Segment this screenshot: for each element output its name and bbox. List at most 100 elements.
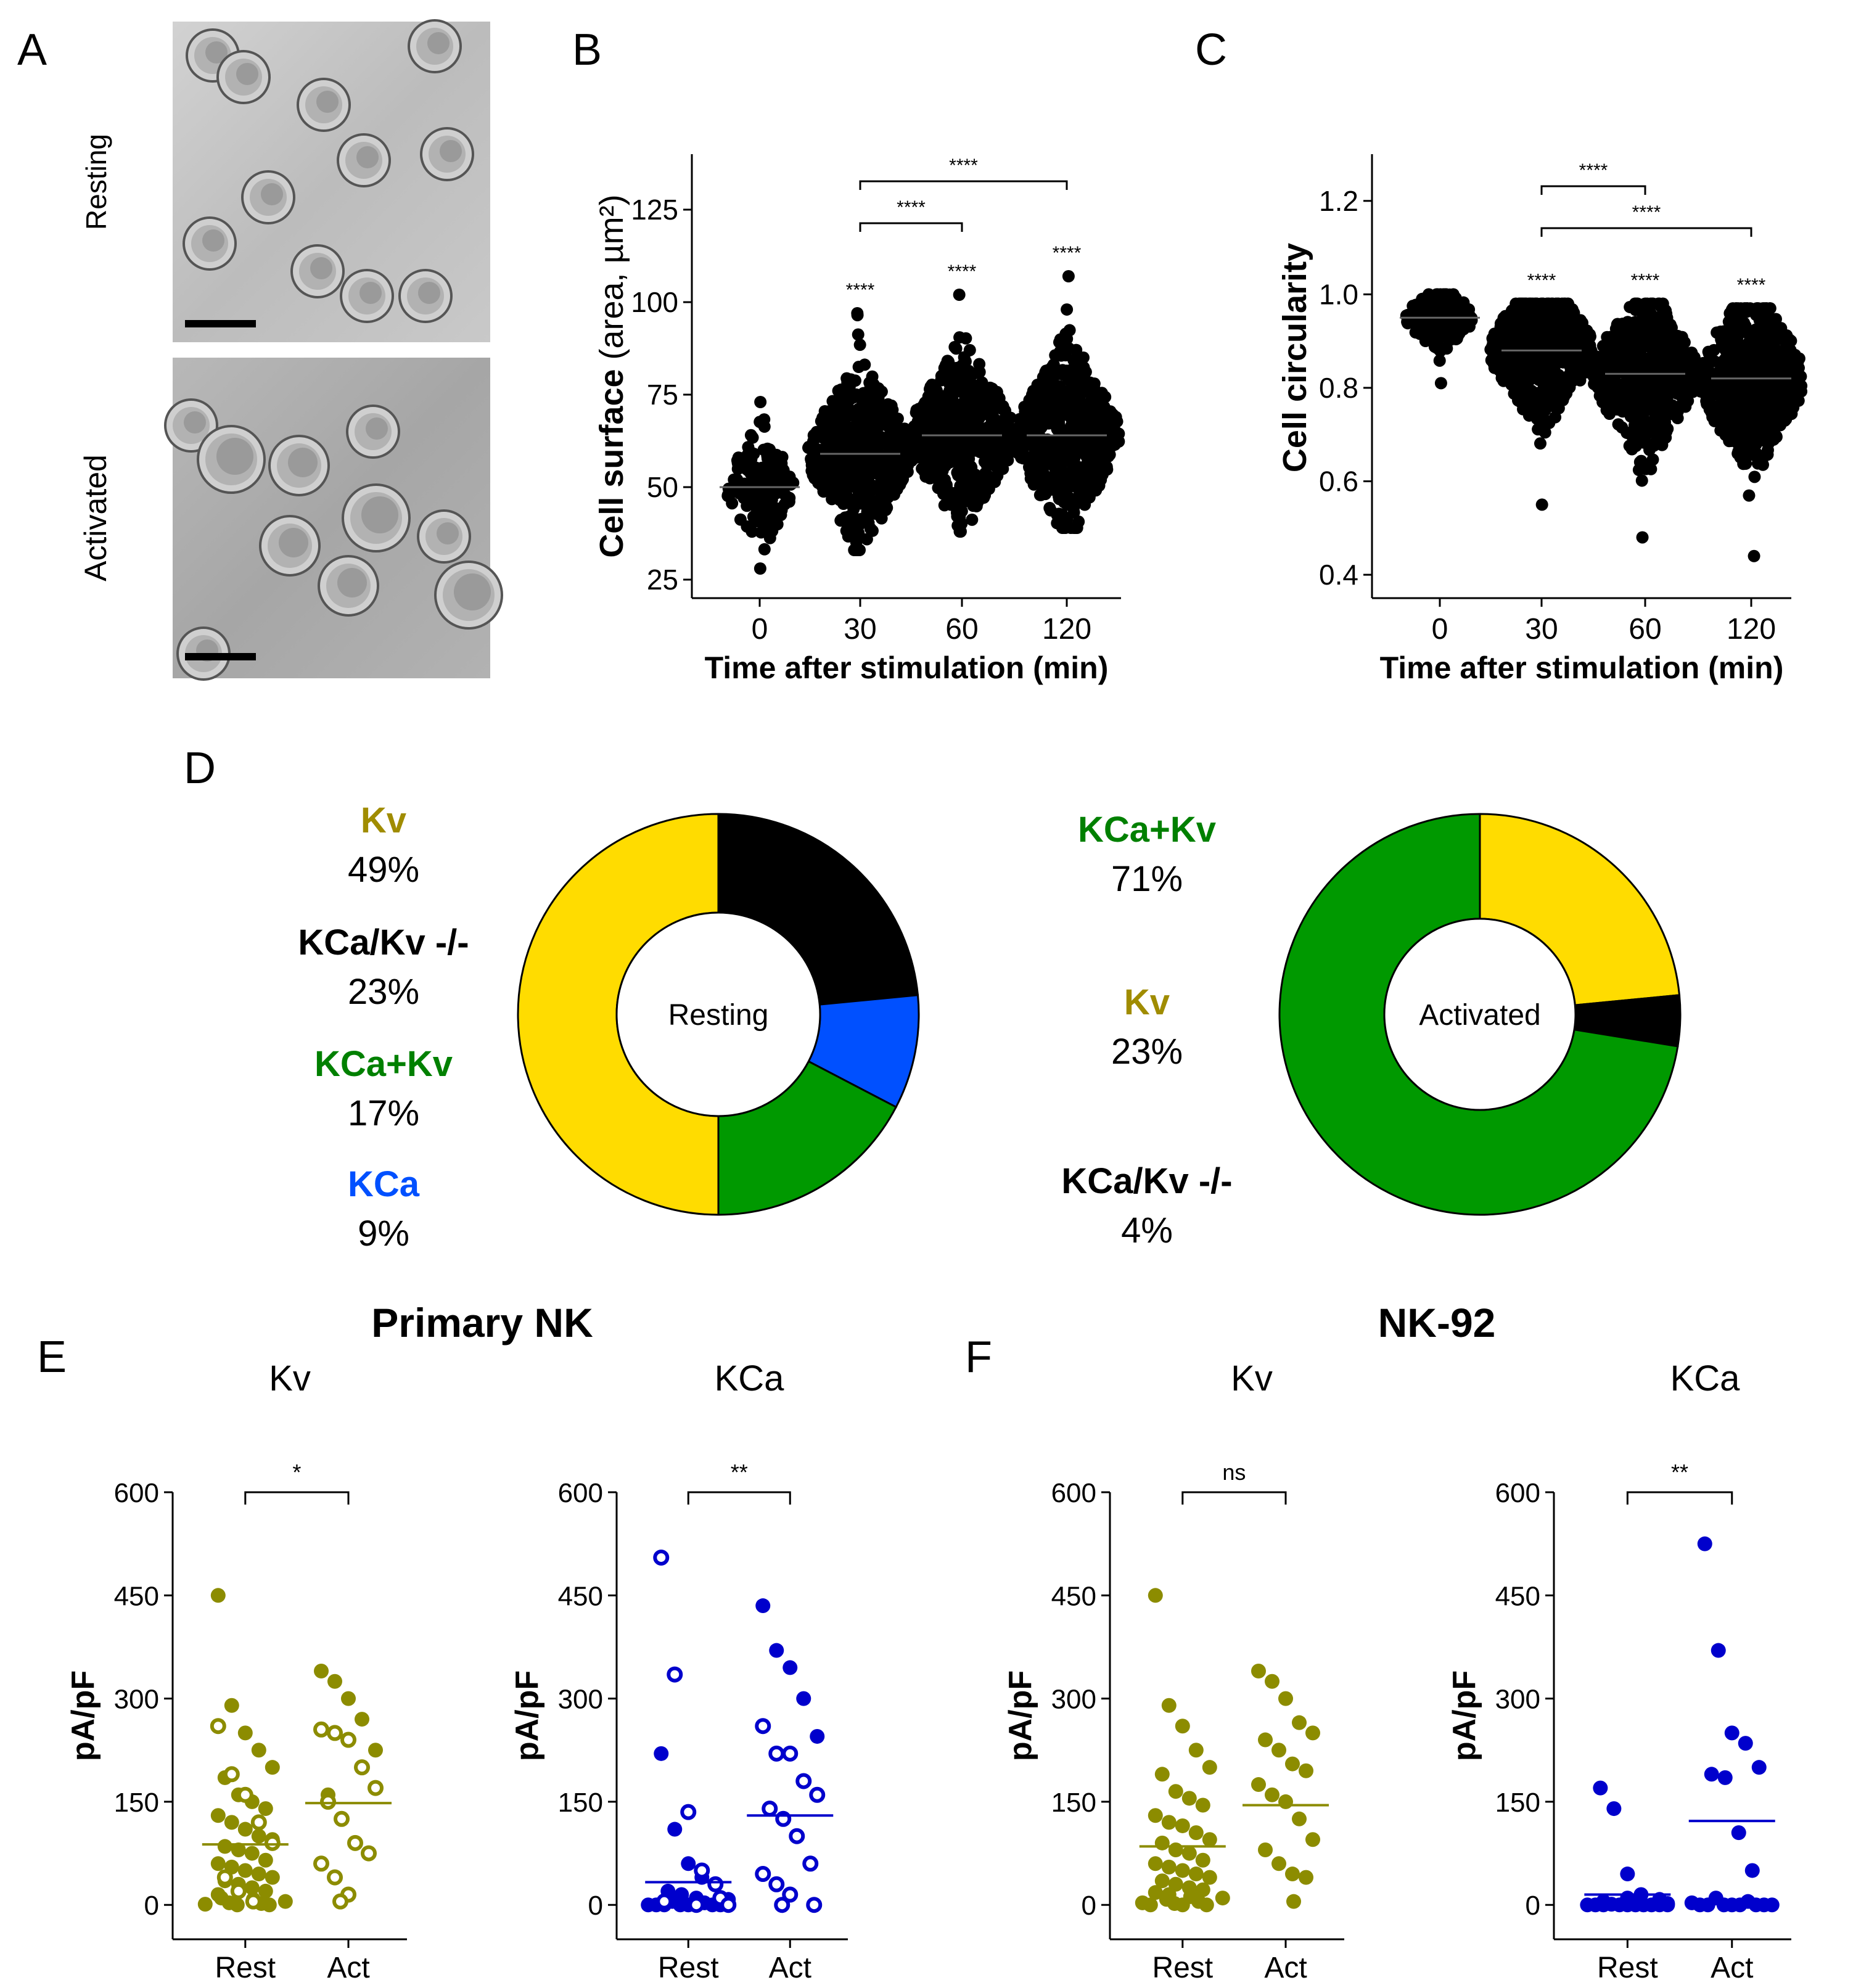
data-point [755,1598,771,1614]
y-axis-title-unit: (area, µm²) [593,194,630,359]
significance-bracket [244,1491,350,1505]
data-point [1659,307,1672,320]
data-point [956,488,969,501]
data-point [1427,298,1440,311]
scale-bar-activated [185,653,256,660]
data-point [1102,450,1115,463]
donut-center-label: Activated [1419,999,1540,1032]
data-point [1161,1698,1177,1713]
legend-percent: 23% [1111,1032,1183,1072]
data-point-open [327,1869,343,1886]
data-point [1195,1797,1210,1813]
panel-b-cell-surface-chart: 25 50 75 100 125 0 30 60 120 **** **** **** **** ****… [593,154,1125,685]
cell-body [250,179,287,216]
data-point [1143,1897,1158,1913]
data-point [1063,324,1076,337]
data-point [934,460,947,473]
data-point [1195,1882,1210,1897]
cell-nucleus [356,146,379,168]
data-point [1161,1859,1177,1875]
data-point [1627,368,1640,381]
data-point-open [768,1876,785,1892]
data-point [237,1725,253,1741]
chart-title: Kv [1231,1358,1273,1399]
data-point [1286,1894,1301,1909]
data-point [875,512,888,525]
data-point [935,374,948,387]
data-point [864,522,877,535]
data-point [1040,405,1053,418]
x-tick-label: Rest [658,1952,719,1984]
data-point [1588,363,1601,376]
data-point [1549,411,1562,424]
data-point [1077,351,1090,364]
data-point [1060,369,1073,382]
y-tick-label: 600 [114,1478,159,1508]
chart-title: Kv [269,1358,311,1399]
data-point-open [656,1893,673,1910]
data-point [265,1870,280,1885]
data-point [1431,325,1444,338]
data-point [1636,336,1649,349]
y-tick-label: 0 [144,1891,159,1921]
data-point [811,453,824,466]
significance-bracket [859,180,1068,190]
cell-nucleus [202,229,224,252]
data-point [1785,334,1797,347]
data-point-open [774,1897,791,1913]
data-point [654,1746,669,1761]
data-point [758,543,771,556]
data-point [1606,1801,1622,1817]
y-tick-label: 450 [114,1581,159,1611]
data-point [754,562,766,575]
data-point [966,513,979,526]
cell-body [173,407,210,444]
data-point [1744,302,1757,315]
data-point [1053,336,1066,349]
panel-letter-a: A [17,25,47,75]
x-tick-label: Rest [1597,1952,1658,1984]
data-point [1202,1832,1217,1847]
legend-name: KCa/Kv -/- [298,922,469,963]
x-tick-label: 30 [1525,613,1558,646]
y-tick-label: 125 [631,194,678,226]
data-point [1195,1852,1210,1868]
data-point [1161,1815,1177,1830]
data-point-open [332,1893,348,1910]
data-point-open [802,1855,819,1872]
data-point [1603,385,1616,398]
data-point [852,361,865,374]
data-point [1095,405,1107,418]
data-point [1106,410,1119,423]
data-point [1431,288,1444,301]
data-point [1181,1791,1197,1806]
data-point [1463,320,1476,333]
data-point [755,499,768,512]
data-point [865,485,877,498]
data-point [210,1808,226,1823]
data-point [979,387,992,400]
data-point [881,482,894,495]
legend-percent: 9% [358,1214,409,1254]
data-point [1521,324,1534,337]
data-point [813,464,826,477]
data-point [1090,484,1103,497]
data-point [1056,508,1069,521]
data-point [1638,434,1651,447]
data-point [945,498,958,511]
data-point [210,1856,226,1871]
data-point [1606,376,1619,389]
x-tick-label: 0 [752,613,768,646]
data-point [993,459,1006,472]
panel-letter-d: D [184,744,216,793]
data-point [1722,389,1735,402]
y-tick-label: 150 [1495,1788,1540,1818]
data-point [1079,490,1092,503]
data-point [736,456,749,469]
data-point [851,309,864,322]
data-point [754,416,766,429]
data-point [1175,1818,1190,1833]
data-point [885,466,898,479]
legend-percent: 17% [348,1093,419,1133]
data-point [1265,1787,1280,1802]
